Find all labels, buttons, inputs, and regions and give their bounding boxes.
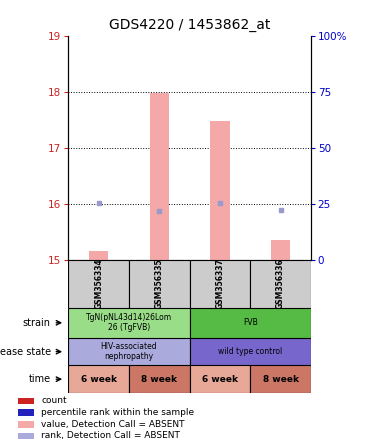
Bar: [129, 365, 190, 393]
Bar: [68, 365, 129, 393]
Bar: [210, 121, 230, 260]
Bar: [190, 365, 250, 393]
Bar: [250, 365, 311, 393]
Bar: [18, 409, 34, 416]
Text: value, Detection Call = ABSENT: value, Detection Call = ABSENT: [41, 420, 185, 429]
Text: disease state: disease state: [0, 347, 51, 357]
Bar: [68, 308, 190, 338]
Text: 8 week: 8 week: [262, 375, 299, 384]
Text: FVB: FVB: [243, 318, 258, 327]
Bar: [18, 433, 34, 439]
Text: GSM356334: GSM356334: [94, 258, 103, 309]
Text: strain: strain: [23, 318, 51, 328]
Bar: [190, 260, 250, 308]
Text: TgN(pNL43d14)26Lom
26 (TgFVB): TgN(pNL43d14)26Lom 26 (TgFVB): [86, 313, 172, 333]
Bar: [190, 308, 311, 338]
Bar: [18, 421, 34, 428]
Text: time: time: [28, 374, 51, 384]
Text: count: count: [41, 396, 67, 405]
Title: GDS4220 / 1453862_at: GDS4220 / 1453862_at: [109, 18, 270, 32]
Text: rank, Detection Call = ABSENT: rank, Detection Call = ABSENT: [41, 432, 180, 440]
Bar: [190, 338, 311, 365]
Text: 8 week: 8 week: [141, 375, 177, 384]
Bar: [68, 338, 190, 365]
Text: 6 week: 6 week: [81, 375, 117, 384]
Bar: [89, 251, 108, 260]
Text: 6 week: 6 week: [202, 375, 238, 384]
Text: GSM356337: GSM356337: [215, 258, 225, 309]
Bar: [250, 260, 311, 308]
Bar: [271, 240, 290, 260]
Bar: [68, 260, 129, 308]
Text: wild type control: wild type control: [218, 347, 282, 356]
Text: percentile rank within the sample: percentile rank within the sample: [41, 408, 194, 417]
Bar: [129, 260, 190, 308]
Text: HIV-associated
nephropathy: HIV-associated nephropathy: [101, 342, 157, 361]
Bar: [149, 93, 169, 260]
Bar: [18, 398, 34, 404]
Text: GSM356336: GSM356336: [276, 258, 285, 309]
Text: GSM356335: GSM356335: [155, 258, 164, 309]
